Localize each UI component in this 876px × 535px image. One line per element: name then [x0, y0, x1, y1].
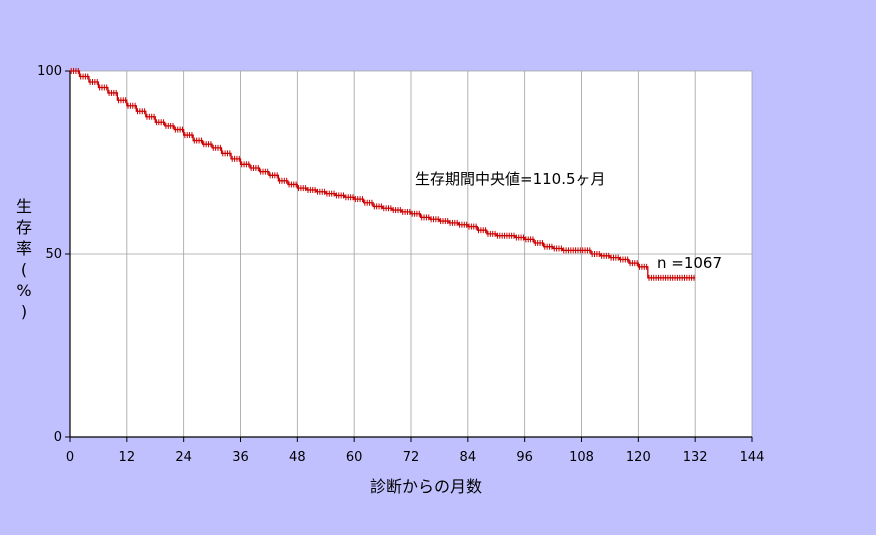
x-tick-label: 0 [66, 450, 74, 465]
y-axis-title: 生存率(%) [16, 197, 32, 321]
axes [65, 70, 753, 442]
gridlines [70, 70, 753, 437]
y-tick-labels: 0 50 100 [37, 64, 62, 445]
y-tick-label: 0 [54, 430, 62, 445]
x-tick-label: 72 [403, 450, 420, 465]
y-tick-label: 50 [45, 247, 62, 262]
x-tick-labels: 0 12 24 36 48 60 72 84 96 108 120 132 144 [66, 450, 765, 465]
x-tick-label: 144 [740, 450, 765, 465]
y-tick-label: 100 [37, 64, 62, 79]
x-tick-label: 48 [289, 450, 306, 465]
x-tick-label: 108 [569, 450, 594, 465]
x-tick-label: 24 [175, 450, 192, 465]
x-tick-label: 12 [119, 450, 136, 465]
survival-curve [70, 68, 696, 281]
x-tick-label: 120 [626, 450, 651, 465]
x-tick-label: 60 [346, 450, 363, 465]
x-axis-title: 診断からの月数 [370, 477, 482, 496]
x-tick-label: 96 [516, 450, 533, 465]
x-tick-label: 84 [460, 450, 477, 465]
n-annotation: n =1067 [657, 254, 722, 272]
x-tick-label: 132 [683, 450, 708, 465]
x-tick-label: 36 [232, 450, 249, 465]
median-annotation: 生存期間中央値=110.5ヶ月 [415, 170, 606, 188]
